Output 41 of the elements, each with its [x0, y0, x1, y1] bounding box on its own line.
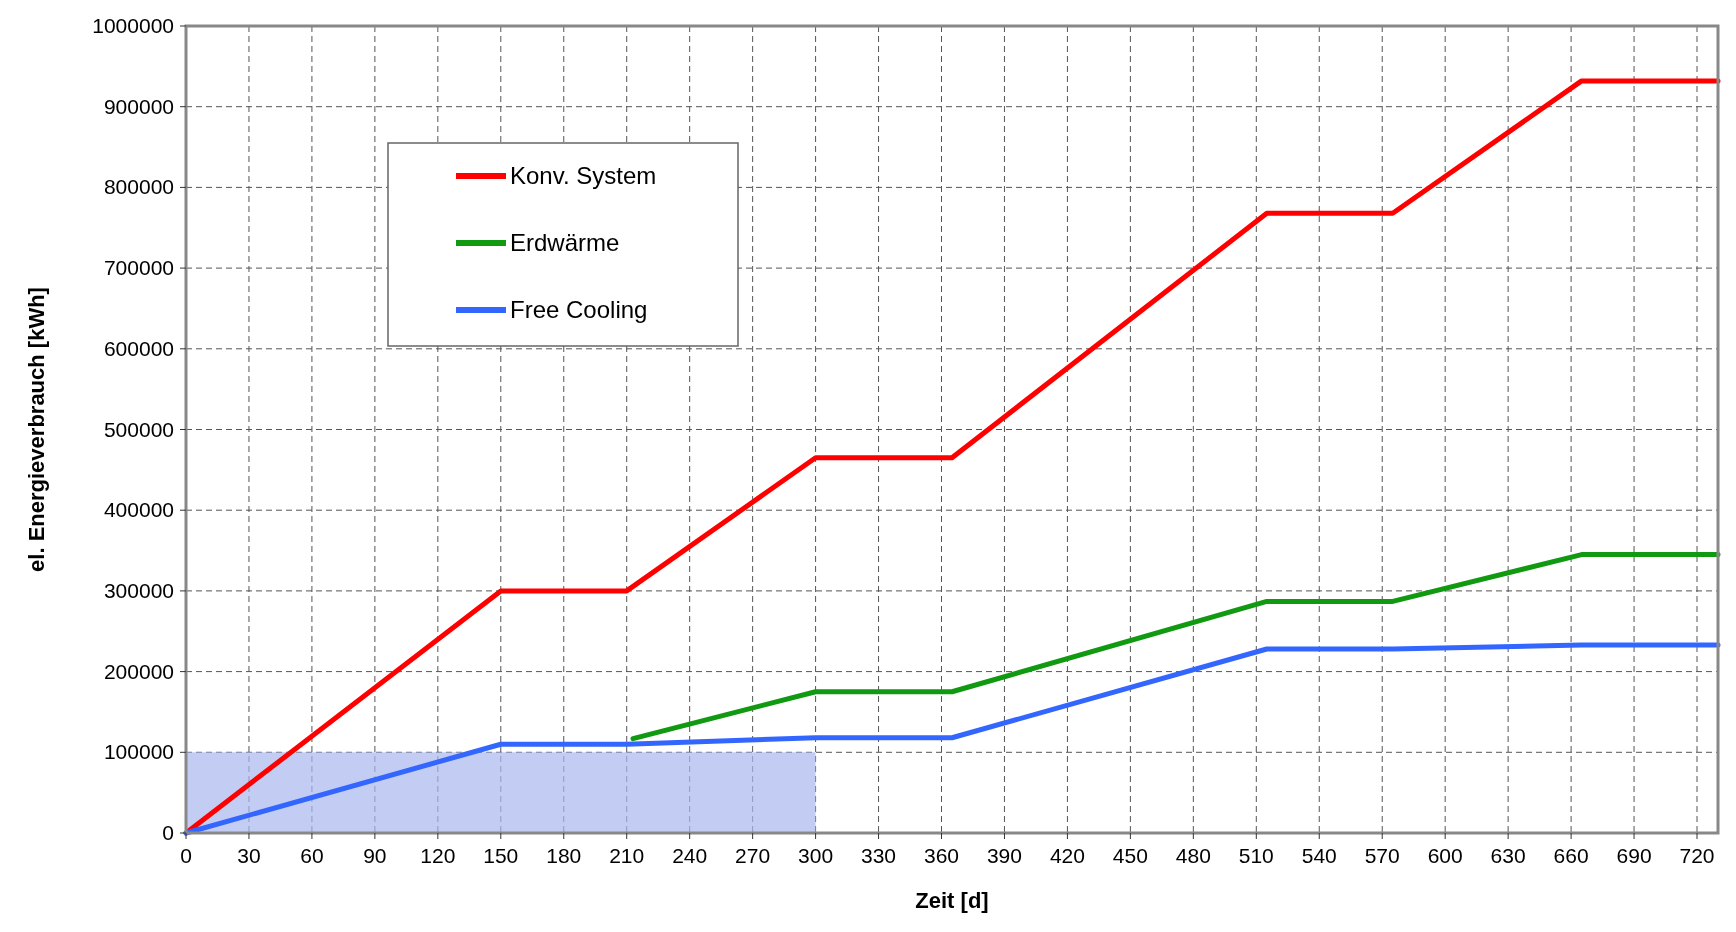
legend-label: Konv. System: [510, 162, 657, 189]
x-axis-title: Zeit [d]: [915, 888, 989, 913]
x-tick-label: 150: [483, 844, 519, 867]
x-tick-label: 510: [1238, 844, 1274, 867]
x-tick-label: 30: [237, 844, 261, 867]
y-tick-label: 400000: [103, 498, 174, 522]
x-tick-label: 450: [1112, 844, 1148, 867]
x-tick-label: 630: [1490, 844, 1526, 867]
y-tick-label: 200000: [103, 659, 174, 683]
y-axis-title: el. Energieverbrauch [kWh]: [24, 287, 49, 572]
x-tick-label: 60: [300, 844, 324, 867]
legend-label: Free Cooling: [510, 296, 648, 323]
x-tick-label: 690: [1616, 844, 1652, 867]
x-tick-label: 330: [861, 844, 897, 867]
y-tick-label: 600000: [103, 336, 174, 360]
legend-label: Erdwärme: [510, 229, 620, 256]
x-tick-label: 240: [672, 844, 708, 867]
x-tick-label: 660: [1553, 844, 1589, 867]
x-tick-label: 300: [798, 844, 834, 867]
x-tick-label: 390: [986, 844, 1022, 867]
y-tick-label: 500000: [103, 417, 174, 441]
x-tick-label: 570: [1364, 844, 1400, 867]
x-tick-label: 0: [180, 844, 192, 867]
x-tick-label: 120: [420, 844, 456, 867]
x-tick-label: 210: [609, 844, 645, 867]
y-tick-label: 1000000: [92, 14, 174, 37]
y-tick-label: 0: [162, 821, 174, 844]
y-tick-label: 700000: [103, 256, 174, 280]
x-tick-label: 360: [923, 844, 960, 867]
y-tick-label: 900000: [103, 94, 174, 118]
x-tick-label: 720: [1679, 844, 1715, 867]
x-tick-label: 90: [363, 844, 387, 867]
x-tick-label: 270: [735, 844, 771, 867]
y-tick-label: 100000: [103, 740, 174, 764]
y-tick-label: 800000: [103, 175, 174, 199]
x-tick-label: 420: [1049, 844, 1085, 867]
x-tick-label: 180: [546, 844, 582, 867]
x-tick-label: 600: [1427, 844, 1463, 867]
y-tick-label: 300000: [103, 578, 174, 602]
x-tick-label: 480: [1175, 844, 1211, 867]
x-tick-label: 540: [1301, 844, 1337, 867]
